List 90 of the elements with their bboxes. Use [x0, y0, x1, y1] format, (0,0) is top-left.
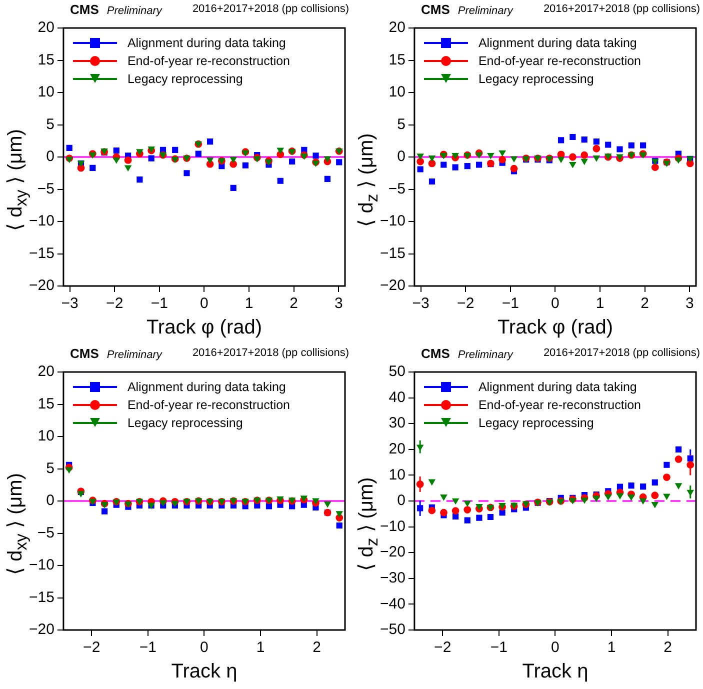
- y-tick-label: −5: [37, 524, 54, 542]
- y-tick-label: −10: [28, 556, 54, 574]
- x-tick-label: 0: [200, 639, 208, 656]
- x-tick-label: 3: [685, 295, 694, 312]
- y-tick-label: 10: [38, 84, 54, 101]
- text: 2016+2017+2018 (pp collisions): [192, 3, 349, 15]
- x-tick-label: 0: [200, 295, 208, 312]
- chart-subtitle: Preliminary: [458, 5, 513, 17]
- y-tick-label: 10: [38, 428, 54, 445]
- legend-label: Alignment during data taking: [127, 35, 286, 52]
- y-tick-label: 15: [388, 51, 406, 68]
- legend-label: Alignment during data taking: [127, 379, 286, 396]
- y-tick-label: −20: [28, 277, 54, 294]
- y-tick-label: −15: [28, 588, 54, 606]
- x-tick-label: 3: [334, 295, 343, 312]
- text: 2016+2017+2018 (pp collisions): [543, 347, 700, 359]
- y-tick-label: −10: [380, 518, 406, 535]
- y-tick-label: 10: [388, 84, 406, 101]
- y-tick-label: −30: [380, 570, 406, 587]
- legend-label: End-of-year re-reconstruction: [127, 53, 290, 70]
- legend-label: Legacy reprocessing: [127, 71, 243, 88]
- x-axis-title: Track η: [171, 660, 238, 683]
- x-tick-label: −2: [457, 295, 474, 312]
- y-tick-label: 10: [388, 466, 406, 484]
- x-tick-label: 1: [596, 295, 604, 312]
- legend-label: Alignment during data taking: [478, 35, 637, 52]
- x-tick-label: 0: [551, 639, 560, 656]
- text: 2016+2017+2018 (pp collisions): [543, 3, 700, 15]
- y-tick-label: −15: [28, 244, 54, 262]
- chart-subtitle: Preliminary: [106, 349, 162, 361]
- y-tick-label: 20: [38, 363, 54, 380]
- x-tick-label: −2: [83, 639, 100, 656]
- y-tick-label: −10: [28, 212, 54, 230]
- x-tick-label: −3: [61, 295, 78, 312]
- x-axis-title: Track φ (rad): [146, 316, 262, 339]
- legend-label: Legacy reprocessing: [127, 415, 243, 432]
- y-tick-label: −10: [380, 212, 406, 230]
- y-tick-label: −5: [388, 180, 406, 198]
- y-tick-label: 20: [388, 19, 406, 36]
- y-tick-label: 20: [388, 440, 406, 458]
- y-tick-label: 5: [46, 116, 54, 133]
- x-tick-label: 2: [640, 295, 650, 312]
- chart-subtitle: Preliminary: [106, 5, 162, 17]
- x-tick-label: −2: [434, 639, 452, 656]
- y-tick-label: −50: [380, 621, 406, 638]
- x-tick-label: −1: [502, 295, 519, 312]
- y-tick-label: 0: [397, 148, 406, 166]
- y-tick-label: 0: [397, 492, 406, 510]
- x-axis-title: Track η: [522, 660, 588, 683]
- y-tick-label: −15: [380, 244, 406, 262]
- x-tick-label: 1: [256, 639, 265, 656]
- y-tick-label: 0: [46, 148, 54, 166]
- x-tick-label: −3: [412, 295, 430, 312]
- y-tick-label: 0: [46, 492, 54, 510]
- x-tick-label: −1: [490, 639, 508, 656]
- x-tick-label: 1: [607, 639, 616, 656]
- x-tick-label: 1: [244, 295, 254, 312]
- chart-title: CMS: [421, 2, 450, 17]
- x-tick-label: 2: [290, 295, 298, 312]
- chart-title: CMS: [70, 2, 99, 17]
- legend-label: End-of-year re-reconstruction: [127, 397, 290, 414]
- y-tick-label: 20: [38, 19, 54, 36]
- legend-label: End-of-year re-reconstruction: [478, 53, 642, 70]
- y-tick-label: −40: [380, 595, 406, 612]
- legend-label: Alignment during data taking: [478, 379, 637, 396]
- y-tick-label: 15: [38, 51, 54, 68]
- y-tick-label: 5: [46, 460, 54, 477]
- legend-label: Legacy reprocessing: [478, 71, 594, 88]
- x-tick-label: −2: [106, 295, 124, 312]
- x-tick-label: 2: [664, 639, 672, 656]
- text: 2016+2017+2018 (pp collisions): [192, 347, 349, 359]
- y-tick-label: −20: [380, 544, 406, 561]
- y-tick-label: 50: [388, 363, 406, 380]
- y-tick-label: −20: [380, 277, 406, 294]
- y-tick-label: 30: [388, 414, 406, 432]
- legend-label: End-of-year re-reconstruction: [478, 397, 642, 414]
- chart-title: CMS: [421, 346, 450, 361]
- y-tick-label: 15: [38, 395, 54, 412]
- x-tick-label: 2: [312, 639, 322, 656]
- y-tick-label: 40: [388, 388, 406, 406]
- y-tick-label: −20: [28, 621, 54, 638]
- y-tick-label: −5: [37, 180, 54, 198]
- chart-title: CMS: [70, 346, 99, 361]
- x-axis-title: Track φ (rad): [497, 316, 614, 339]
- x-tick-label: −1: [139, 639, 156, 656]
- x-tick-label: −1: [150, 295, 168, 312]
- y-tick-label: 5: [397, 116, 406, 133]
- chart-subtitle: Preliminary: [458, 349, 513, 361]
- x-tick-label: 0: [551, 295, 560, 312]
- legend-label: Legacy reprocessing: [478, 415, 594, 432]
